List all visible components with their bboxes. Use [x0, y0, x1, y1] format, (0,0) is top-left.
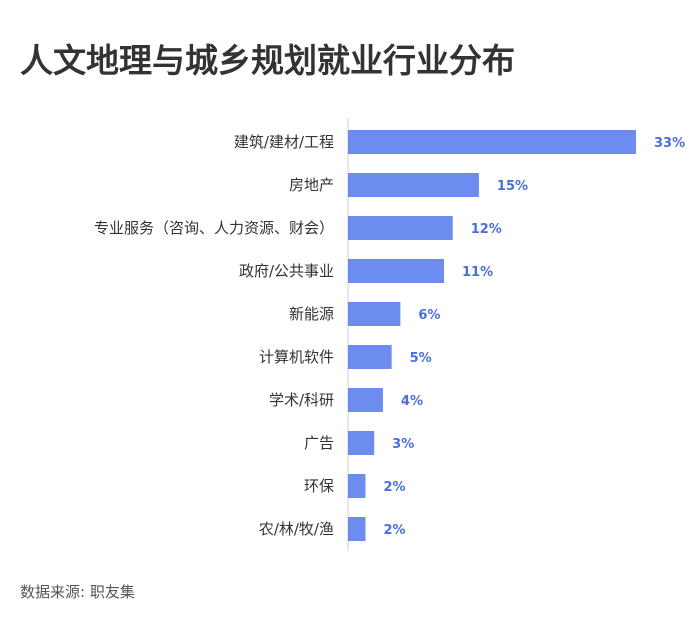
- bar-chart: 建筑/建材/工程 33% 房地产 15% 专业服务（咨询、人力资源、财会） 12% 政府/公…: [94, 118, 685, 551]
- category-label: 广告: [304, 434, 334, 452]
- bar: [348, 259, 444, 283]
- value-label: 11%: [462, 265, 493, 280]
- bars-group: 建筑/建材/工程 33% 房地产 15% 专业服务（咨询、人力资源、财会） 12% 政府/公…: [94, 130, 685, 541]
- chart-title: 人文地理与城乡规划就业行业分布: [20, 41, 515, 80]
- category-label: 农/林/牧/渔: [259, 520, 334, 538]
- bar: [348, 216, 453, 240]
- value-label: 2%: [383, 480, 405, 495]
- bar: [348, 517, 366, 541]
- bar: [348, 173, 479, 197]
- category-label: 专业服务（咨询、人力资源、财会）: [94, 219, 334, 237]
- bar: [348, 130, 636, 154]
- category-label: 学术/科研: [269, 391, 334, 409]
- bar: [348, 431, 375, 455]
- bar: [348, 302, 401, 326]
- bar: [348, 388, 383, 412]
- category-label: 环保: [304, 477, 334, 495]
- value-label: 3%: [392, 437, 414, 452]
- bar: [348, 474, 366, 498]
- category-label: 房地产: [289, 176, 334, 194]
- bar: [348, 345, 392, 369]
- value-label: 33%: [654, 136, 685, 151]
- category-label: 新能源: [289, 305, 334, 323]
- value-label: 5%: [410, 351, 432, 366]
- data-source: 数据来源: 职友集: [20, 583, 135, 601]
- value-label: 15%: [497, 179, 528, 194]
- value-label: 4%: [401, 394, 423, 409]
- value-label: 2%: [383, 523, 405, 538]
- value-label: 6%: [418, 308, 440, 323]
- category-label: 建筑/建材/工程: [234, 133, 334, 151]
- value-label: 12%: [471, 222, 502, 237]
- category-label: 政府/公共事业: [239, 262, 334, 280]
- category-label: 计算机软件: [259, 348, 334, 366]
